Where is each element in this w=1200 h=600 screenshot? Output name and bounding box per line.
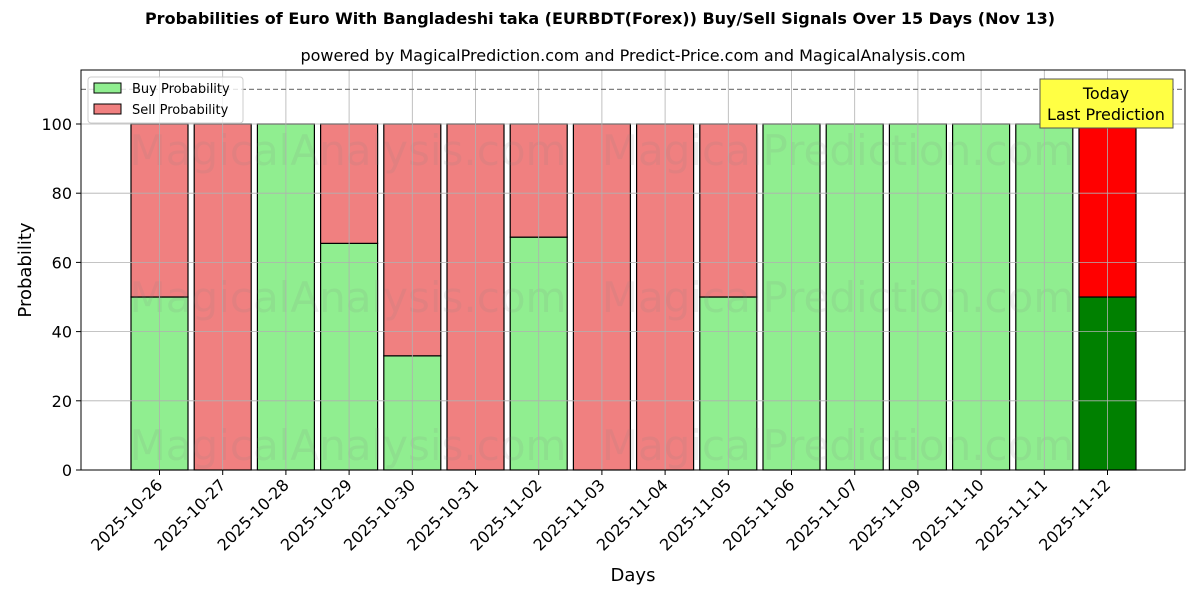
watermarks: MagicalAnalysis.com MagicalPrediction.com… bbox=[130, 126, 1075, 470]
y-tick-label: 0 bbox=[62, 461, 72, 480]
legend-sell-label: Sell Probability bbox=[132, 103, 229, 118]
legend: Buy Probability Sell Probability bbox=[87, 76, 244, 124]
watermark-text: MagicalPrediction.com bbox=[602, 126, 1075, 175]
today-annotation: Today Last Prediction bbox=[1039, 78, 1174, 129]
grid bbox=[81, 70, 1185, 470]
legend-buy-label: Buy Probability bbox=[132, 82, 230, 97]
x-axis: 2025-10-262025-10-272025-10-282025-10-29… bbox=[87, 470, 1114, 586]
y-axis: 0 20 40 60 80 100 Probability bbox=[15, 115, 81, 480]
watermark-text: MagicalAnalysis.com bbox=[130, 126, 567, 175]
y-tick-label: 20 bbox=[52, 392, 72, 411]
y-tick-label: 40 bbox=[52, 323, 72, 342]
legend-sell-swatch bbox=[93, 103, 122, 115]
plot-frame bbox=[80, 69, 1186, 471]
x-axis-label: Days bbox=[611, 565, 656, 586]
chart-title: Probabilities of Euro With Bangladeshi t… bbox=[144, 9, 1056, 28]
chart-subtitle: powered by MagicalPrediction.com and Pre… bbox=[300, 46, 966, 65]
watermark-text: MagicalAnalysis.com bbox=[130, 273, 567, 322]
y-tick-label: 100 bbox=[41, 115, 72, 134]
y-axis-label: Probability bbox=[15, 222, 36, 317]
annotation-today: Today bbox=[1082, 84, 1129, 103]
watermark-text: MagicalAnalysis.com bbox=[130, 421, 567, 470]
legend-buy-swatch bbox=[93, 82, 122, 94]
watermark-text: MagicalPrediction.com bbox=[602, 273, 1075, 322]
annotation-last-prediction: Last Prediction bbox=[1047, 105, 1165, 124]
y-tick-label: 80 bbox=[52, 184, 72, 203]
watermark-text: MagicalPrediction.com bbox=[602, 421, 1075, 470]
y-tick-label: 60 bbox=[52, 253, 72, 272]
